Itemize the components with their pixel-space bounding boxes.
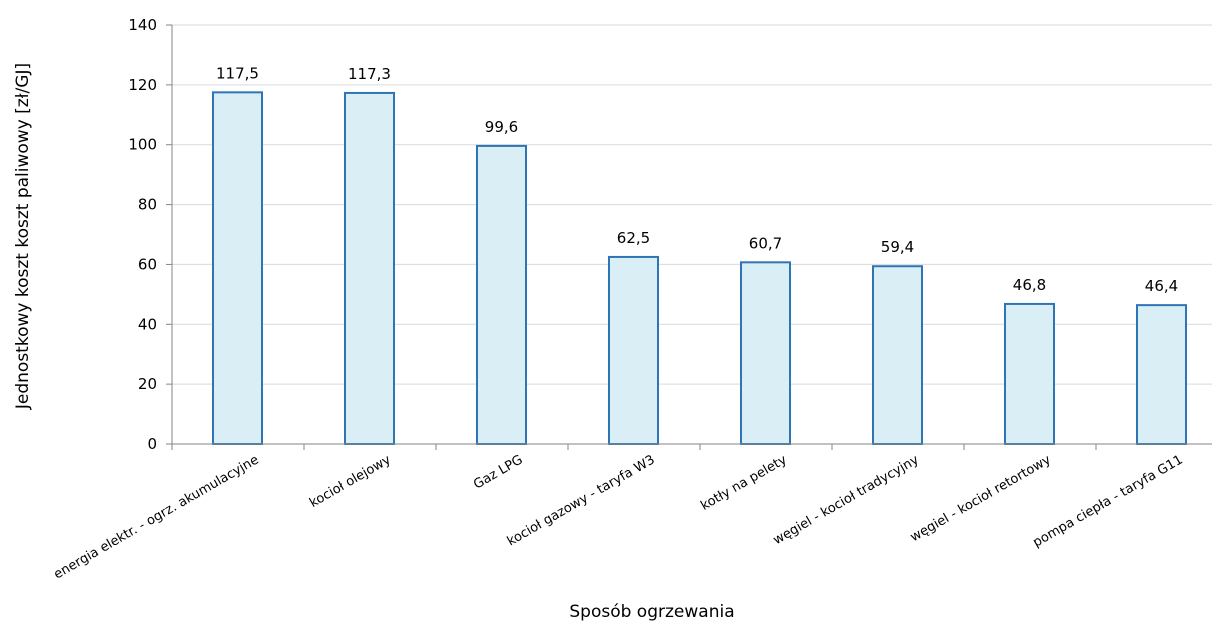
data-label: 117,3 xyxy=(348,65,391,83)
bar xyxy=(1136,304,1187,446)
y-tick-label: 120 xyxy=(128,76,157,94)
x-axis-title: Sposób ogrzewania xyxy=(569,602,734,622)
y-tick-label: 20 xyxy=(138,375,157,393)
category-label: węgiel - kocioł retortowy xyxy=(908,452,1054,545)
data-labels: 117,5 117,3 99,6 62,5 60,7 59,4 46,8 46,4 xyxy=(216,64,1178,295)
data-label: 59,4 xyxy=(881,238,914,256)
bar xyxy=(1004,302,1055,446)
bar xyxy=(212,91,263,445)
y-tick-label: 100 xyxy=(128,136,157,154)
y-tick-label: 80 xyxy=(138,196,157,214)
bar xyxy=(740,261,791,445)
bar xyxy=(608,255,659,446)
bar xyxy=(872,265,923,445)
gridlines xyxy=(172,24,1212,385)
bar xyxy=(344,91,395,445)
axes xyxy=(166,24,1212,450)
data-label: 99,6 xyxy=(485,118,518,136)
bars xyxy=(212,91,1187,446)
category-label: kocioł gazowy - taryfa W3 xyxy=(505,452,658,549)
category-label: kotły na pelety xyxy=(698,452,789,513)
y-tick-label: 140 xyxy=(128,16,157,34)
category-label: węgiel - kocioł tradycyjny xyxy=(771,452,922,548)
y-axis-title: Jednostkowy koszt koszt paliwowy [zł/GJ] xyxy=(13,63,33,410)
data-label: 117,5 xyxy=(216,64,259,82)
bar xyxy=(476,144,527,445)
category-label: energia elektr. - ogrz. akumulacyjne xyxy=(51,452,261,582)
y-tick-label: 40 xyxy=(138,315,157,333)
data-label: 46,8 xyxy=(1013,276,1046,294)
category-label: kocioł olejowy xyxy=(307,452,394,511)
data-label: 46,4 xyxy=(1145,277,1178,295)
category-label: pompa ciepła - taryfa G11 xyxy=(1031,452,1186,550)
y-tick-labels: 0 20 40 60 80 100 120 140 xyxy=(128,16,157,453)
y-tick-label: 60 xyxy=(138,255,157,273)
y-tick-label: 0 xyxy=(147,435,157,453)
data-label: 60,7 xyxy=(749,234,782,252)
category-label: Gaz LPG xyxy=(471,452,525,492)
data-label: 62,5 xyxy=(617,229,650,247)
x-category-labels: energia elektr. - ogrz. akumulacyjne koci… xyxy=(51,452,1185,582)
